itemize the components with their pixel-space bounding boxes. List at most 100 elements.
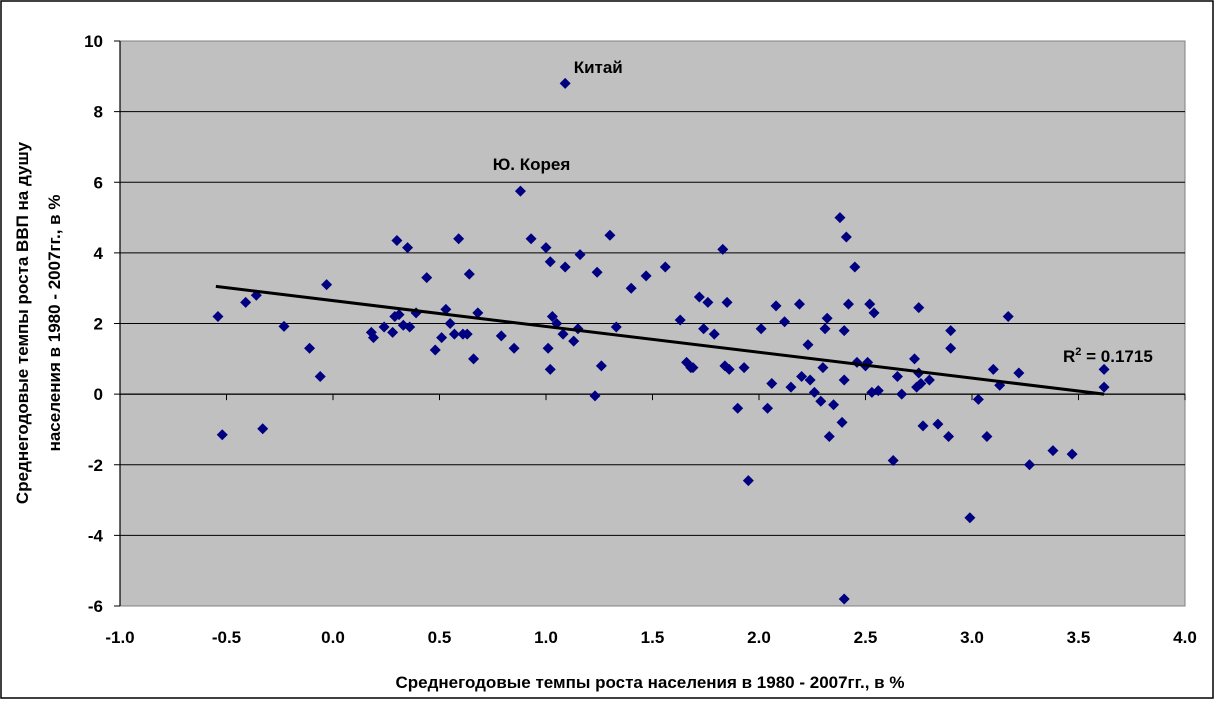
data-point: [212, 310, 224, 322]
data-point: [802, 339, 814, 351]
data-point: [278, 320, 290, 332]
data-point: [723, 363, 735, 375]
data-point: [568, 335, 580, 347]
data-point: [1047, 445, 1059, 457]
data-point: [589, 390, 601, 402]
x-tick-label: 3.0: [960, 628, 984, 647]
y-tick-label: 8: [94, 103, 103, 122]
data-point: [367, 332, 379, 344]
data-point: [908, 353, 920, 365]
data-point: [257, 423, 269, 435]
data-point: [755, 323, 767, 335]
data-point: [472, 307, 484, 319]
data-point: [717, 243, 729, 255]
data-point: [687, 362, 699, 374]
data-point: [404, 321, 416, 333]
data-point: [463, 268, 475, 280]
y-axis-ticks: -6 -4 -2 0 2 4 6 8 10: [84, 32, 120, 616]
y-axis-label-line-2: населения в 1980 - 2007гг., в %: [45, 195, 64, 452]
data-point: [1002, 310, 1014, 322]
data-point: [808, 386, 820, 398]
data-point: [868, 307, 880, 319]
data-point: [913, 302, 925, 314]
data-point: [896, 388, 908, 400]
x-tick-label: 0.5: [428, 628, 452, 647]
data-point: [698, 323, 710, 335]
data-point: [314, 370, 326, 382]
data-point: [625, 282, 637, 294]
data-point: [917, 420, 929, 432]
data-points: [212, 77, 1110, 605]
data-point: [304, 342, 316, 354]
data-point: [738, 362, 750, 374]
data-point: [674, 314, 686, 326]
data-point: [1066, 448, 1078, 460]
trendline-group: R2 = 0.1715: [215, 284, 1153, 396]
data-point: [732, 402, 744, 414]
data-point: [932, 418, 944, 430]
point-annotation: Китай: [574, 58, 623, 77]
data-point: [708, 328, 720, 340]
data-point: [574, 249, 586, 261]
x-tick-label: 1.5: [641, 628, 665, 647]
data-point: [702, 296, 714, 308]
data-point: [542, 342, 554, 354]
data-point: [785, 381, 797, 393]
data-point: [591, 266, 603, 278]
data-point: [436, 332, 448, 344]
data-point: [440, 303, 452, 315]
data-point: [972, 393, 984, 405]
x-tick-label: 3.5: [1067, 628, 1091, 647]
data-point: [559, 77, 571, 89]
y-axis-label: Среднегодовые темпы роста ВВП на душу на…: [13, 141, 64, 504]
data-point: [1098, 381, 1110, 393]
data-point: [421, 272, 433, 284]
data-point: [815, 395, 827, 407]
data-point: [779, 316, 791, 328]
data-point: [821, 312, 833, 324]
x-tick-label: 1.0: [534, 628, 558, 647]
data-point: [915, 378, 927, 390]
data-point: [378, 321, 390, 333]
data-point: [1024, 459, 1036, 471]
data-point: [429, 344, 441, 356]
data-point: [444, 318, 456, 329]
point-annotation: Ю. Корея: [493, 155, 571, 174]
data-point: [766, 378, 778, 390]
y-tick-label: 6: [94, 173, 103, 192]
data-point: [240, 296, 252, 308]
data-point: [525, 233, 537, 245]
y-tick-label: 2: [94, 315, 103, 334]
data-point: [1098, 363, 1110, 375]
data-point: [796, 370, 808, 382]
data-point: [891, 370, 903, 382]
data-point: [387, 326, 399, 338]
data-point: [321, 279, 333, 291]
data-point: [540, 242, 552, 254]
y-tick-label: -2: [88, 456, 103, 475]
data-point: [836, 416, 848, 428]
data-point: [840, 231, 852, 243]
y-tick-label: 4: [94, 244, 104, 263]
data-point: [819, 323, 831, 335]
y-tick-label: -4: [88, 526, 104, 545]
x-tick-label: 0.0: [321, 628, 345, 647]
data-point: [393, 309, 405, 321]
data-point: [1013, 367, 1025, 379]
data-point: [495, 330, 507, 342]
y-tick-label: 10: [84, 32, 103, 51]
x-tick-label: 2.5: [854, 628, 878, 647]
data-point: [721, 296, 733, 308]
data-point: [557, 328, 569, 340]
data-point: [402, 242, 414, 254]
data-point: [461, 328, 473, 340]
data-point: [559, 261, 571, 273]
data-point: [964, 512, 976, 524]
data-point: [546, 310, 558, 322]
data-point: [834, 212, 846, 224]
data-point: [887, 455, 899, 467]
data-point: [872, 385, 884, 397]
data-point: [981, 431, 993, 442]
annotations: Китай Ю. Корея: [493, 58, 623, 174]
